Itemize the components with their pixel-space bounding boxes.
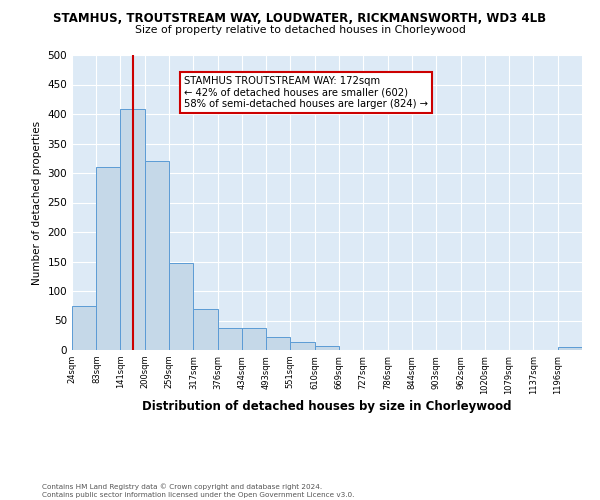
Text: Size of property relative to detached houses in Chorleywood: Size of property relative to detached ho…	[134, 25, 466, 35]
Bar	[97, 166, 121, 350]
Text: STAMHUS TROUTSTREAM WAY: 172sqm
← 42% of detached houses are smaller (602)
58% o: STAMHUS TROUTSTREAM WAY: 172sqm ← 42% of…	[184, 76, 428, 109]
Bar	[72, 306, 97, 350]
Y-axis label: Number of detached properties: Number of detached properties	[32, 120, 42, 284]
Bar	[242, 328, 266, 350]
Bar	[218, 328, 242, 350]
Bar	[315, 346, 339, 350]
Bar	[557, 347, 582, 350]
Bar	[121, 110, 145, 350]
Text: Contains public sector information licensed under the Open Government Licence v3: Contains public sector information licen…	[42, 492, 355, 498]
Text: Contains HM Land Registry data © Crown copyright and database right 2024.: Contains HM Land Registry data © Crown c…	[42, 484, 322, 490]
Bar	[193, 308, 218, 350]
Bar	[290, 342, 315, 350]
Bar	[266, 337, 290, 350]
Text: STAMHUS, TROUTSTREAM WAY, LOUDWATER, RICKMANSWORTH, WD3 4LB: STAMHUS, TROUTSTREAM WAY, LOUDWATER, RIC…	[53, 12, 547, 26]
Bar	[145, 161, 169, 350]
X-axis label: Distribution of detached houses by size in Chorleywood: Distribution of detached houses by size …	[142, 400, 512, 412]
Bar	[169, 262, 193, 350]
